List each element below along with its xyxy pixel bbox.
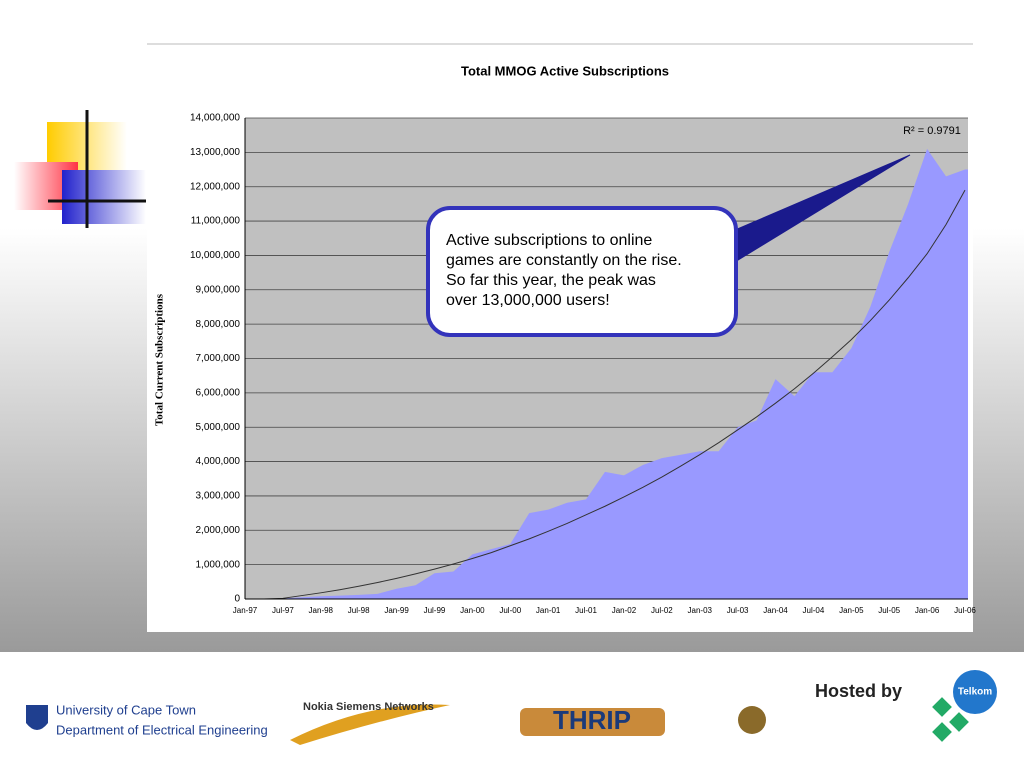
x-tick-label: Jan-05 <box>839 606 864 615</box>
nsn-logo: Nokia Siemens Networks <box>303 701 434 713</box>
x-tick-label: Jan-99 <box>384 606 409 615</box>
callout-text: Active subscriptions to online <box>446 232 652 249</box>
y-tick-label: 4,000,000 <box>196 456 241 467</box>
x-tick-label: Jan-98 <box>309 606 334 615</box>
callout-text: games are constantly on the rise. <box>446 252 682 269</box>
x-tick-label: Jul-01 <box>575 606 597 615</box>
r2-label: R² = 0.9791 <box>903 125 961 137</box>
y-tick-label: 9,000,000 <box>196 284 241 295</box>
x-tick-label: Jan-00 <box>460 606 485 615</box>
x-tick-label: Jul-03 <box>727 606 749 615</box>
y-tick-label: 5,000,000 <box>196 422 241 433</box>
x-tick-label: Jul-02 <box>651 606 673 615</box>
thrip-logo: THRIP <box>553 705 631 735</box>
uct-line: University of Cape Town <box>56 702 196 717</box>
x-tick-label: Jan-97 <box>233 606 258 615</box>
x-tick-label: Jul-98 <box>348 606 370 615</box>
y-tick-label: 7,000,000 <box>196 353 241 364</box>
trend-line <box>245 189 966 600</box>
y-tick-label: 10,000,000 <box>190 250 240 261</box>
telkom-logo: Telkom <box>958 687 992 698</box>
uct-line: Department of Electrical Engineering <box>56 722 268 737</box>
x-tick-label: Jan-01 <box>536 606 561 615</box>
x-tick-label: Jul-97 <box>272 606 294 615</box>
chart-title: Total MMOG Active Subscriptions <box>461 63 669 78</box>
y-tick-label: 11,000,000 <box>191 216 241 227</box>
callout-text: So far this year, the peak was <box>446 272 656 289</box>
x-tick-label: Jul-06 <box>954 606 976 615</box>
x-tick-label: Jan-06 <box>915 606 940 615</box>
x-tick-label: Jan-02 <box>612 606 637 615</box>
footer-band <box>0 652 1024 768</box>
y-tick-label: 6,000,000 <box>196 387 241 398</box>
y-tick-label: 13,000,000 <box>190 147 240 158</box>
footer-logos <box>26 670 997 745</box>
y-tick-label: 1,000,000 <box>196 559 241 570</box>
y-tick-label: 3,000,000 <box>196 491 241 502</box>
y-tick-label: 14,000,000 <box>190 113 240 124</box>
y-tick-label: 0 <box>234 594 240 605</box>
y-tick-label: 12,000,000 <box>190 181 240 192</box>
x-tick-label: Jan-03 <box>688 606 713 615</box>
x-tick-label: Jul-04 <box>803 606 825 615</box>
y-tick-label: 8,000,000 <box>196 319 241 330</box>
callout <box>426 154 911 337</box>
x-tick-label: Jul-99 <box>424 606 446 615</box>
y-axis-label: Total Current Subscriptions <box>154 293 166 426</box>
hosted-by: Hosted by <box>815 681 902 701</box>
y-tick-label: 2,000,000 <box>196 525 241 536</box>
x-tick-label: Jul-00 <box>499 606 521 615</box>
area <box>245 148 968 599</box>
x-tick-label: Jul-05 <box>878 606 900 615</box>
decoration <box>14 110 146 228</box>
x-tick-label: Jan-04 <box>763 606 788 615</box>
callout-text: over 13,000,000 users! <box>446 292 610 309</box>
